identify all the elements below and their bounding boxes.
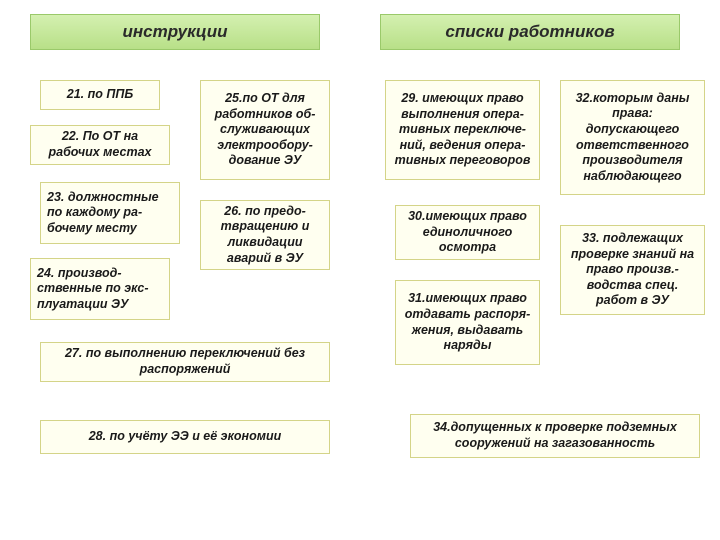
box-29-label: 29. имеющих право выполнения опера-тивны… [392, 91, 533, 169]
box-33: 33. подлежащих проверке знаний на право … [560, 225, 705, 315]
header-instructions: инструкции [30, 14, 320, 50]
box-24-label: 24. производ-ственные по экс-плуатации Э… [37, 266, 163, 313]
box-32-label: 32.которым даны права: допускающего отве… [567, 91, 698, 185]
box-28: 28. по учёту ЭЭ и её экономии [40, 420, 330, 454]
box-32: 32.которым даны права: допускающего отве… [560, 80, 705, 195]
header-left-label: инструкции [123, 22, 228, 42]
box-22: 22. По ОТ на рабочих местах [30, 125, 170, 165]
box-23-label: 23. должностные по каждому ра-бочему мес… [47, 190, 173, 237]
box-31-label: 31.имеющих право отдавать распоря-жения,… [402, 291, 533, 354]
box-21: 21. по ППБ [40, 80, 160, 110]
box-27-label: 27. по выполнению переключений без распо… [47, 346, 323, 377]
box-30-label: 30.имеющих право единоличного осмотра [402, 209, 533, 256]
box-34-label: 34.допущенных к проверке подземных соору… [417, 420, 693, 451]
box-25: 25.по ОТ для работников об-служивающих э… [200, 80, 330, 180]
box-28-label: 28. по учёту ЭЭ и её экономии [89, 429, 282, 445]
box-25-label: 25.по ОТ для работников об-служивающих э… [207, 91, 323, 169]
box-31: 31.имеющих право отдавать распоря-жения,… [395, 280, 540, 365]
header-right-label: списки работников [445, 22, 614, 42]
box-26-label: 26. по предо-твращению и ликвидации авар… [207, 204, 323, 267]
box-21-label: 21. по ППБ [67, 87, 133, 103]
box-26: 26. по предо-твращению и ликвидации авар… [200, 200, 330, 270]
box-27: 27. по выполнению переключений без распо… [40, 342, 330, 382]
box-24: 24. производ-ственные по экс-плуатации Э… [30, 258, 170, 320]
header-workers-lists: списки работников [380, 14, 680, 50]
box-33-label: 33. подлежащих проверке знаний на право … [567, 231, 698, 309]
box-29: 29. имеющих право выполнения опера-тивны… [385, 80, 540, 180]
box-30: 30.имеющих право единоличного осмотра [395, 205, 540, 260]
box-34: 34.допущенных к проверке подземных соору… [410, 414, 700, 458]
box-23: 23. должностные по каждому ра-бочему мес… [40, 182, 180, 244]
box-22-label: 22. По ОТ на рабочих местах [37, 129, 163, 160]
